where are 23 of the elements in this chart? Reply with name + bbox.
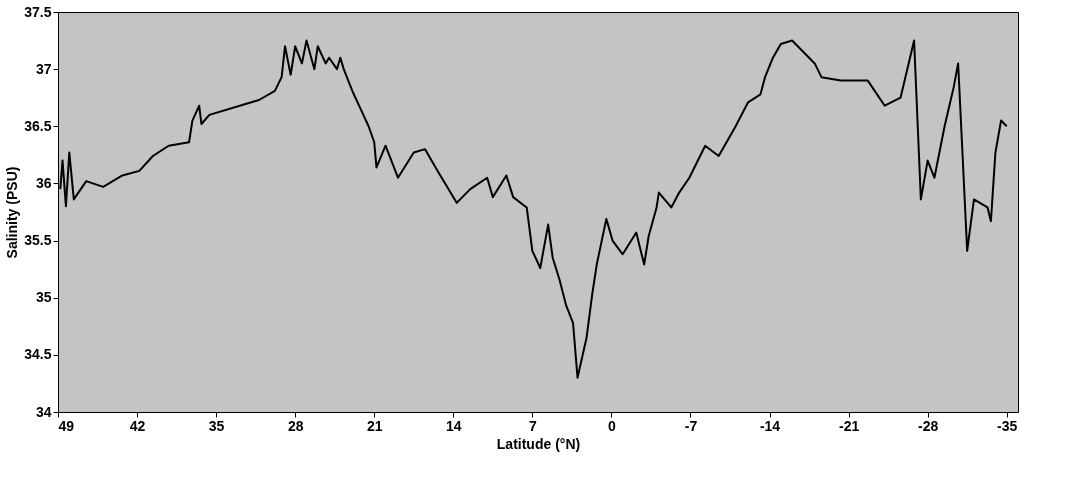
- y-tick-label: 36: [35, 174, 52, 191]
- x-tick-label: -14: [759, 417, 781, 434]
- x-tick-label: 49: [58, 417, 75, 434]
- y-tick-label: 37.5: [24, 3, 52, 20]
- y-tick-label: 35.5: [24, 232, 52, 249]
- x-tick-label: -7: [684, 417, 698, 434]
- x-tick-label: 35: [208, 417, 225, 434]
- x-tick-label: 28: [287, 417, 304, 434]
- y-axis-title: Salinity (PSU): [4, 166, 21, 259]
- x-tick-label: 7: [528, 417, 537, 434]
- y-tick-label: 34: [35, 403, 52, 420]
- y-tick-label: 34.5: [24, 346, 52, 363]
- x-tick-label: -35: [997, 417, 1018, 434]
- x-tick-label: 0: [608, 417, 617, 434]
- y-tick-label: 36.5: [24, 117, 52, 134]
- y-tick-label: 37: [35, 60, 52, 77]
- x-tick-label: 14: [446, 417, 462, 434]
- x-tick-label: -21: [838, 417, 860, 434]
- x-tick-label: 42: [129, 417, 146, 434]
- x-axis-title: Latitude (°N): [496, 435, 581, 452]
- x-tick-label: -28: [918, 417, 939, 434]
- y-tick-label: 35: [35, 289, 52, 306]
- x-tick-label: 21: [366, 417, 383, 434]
